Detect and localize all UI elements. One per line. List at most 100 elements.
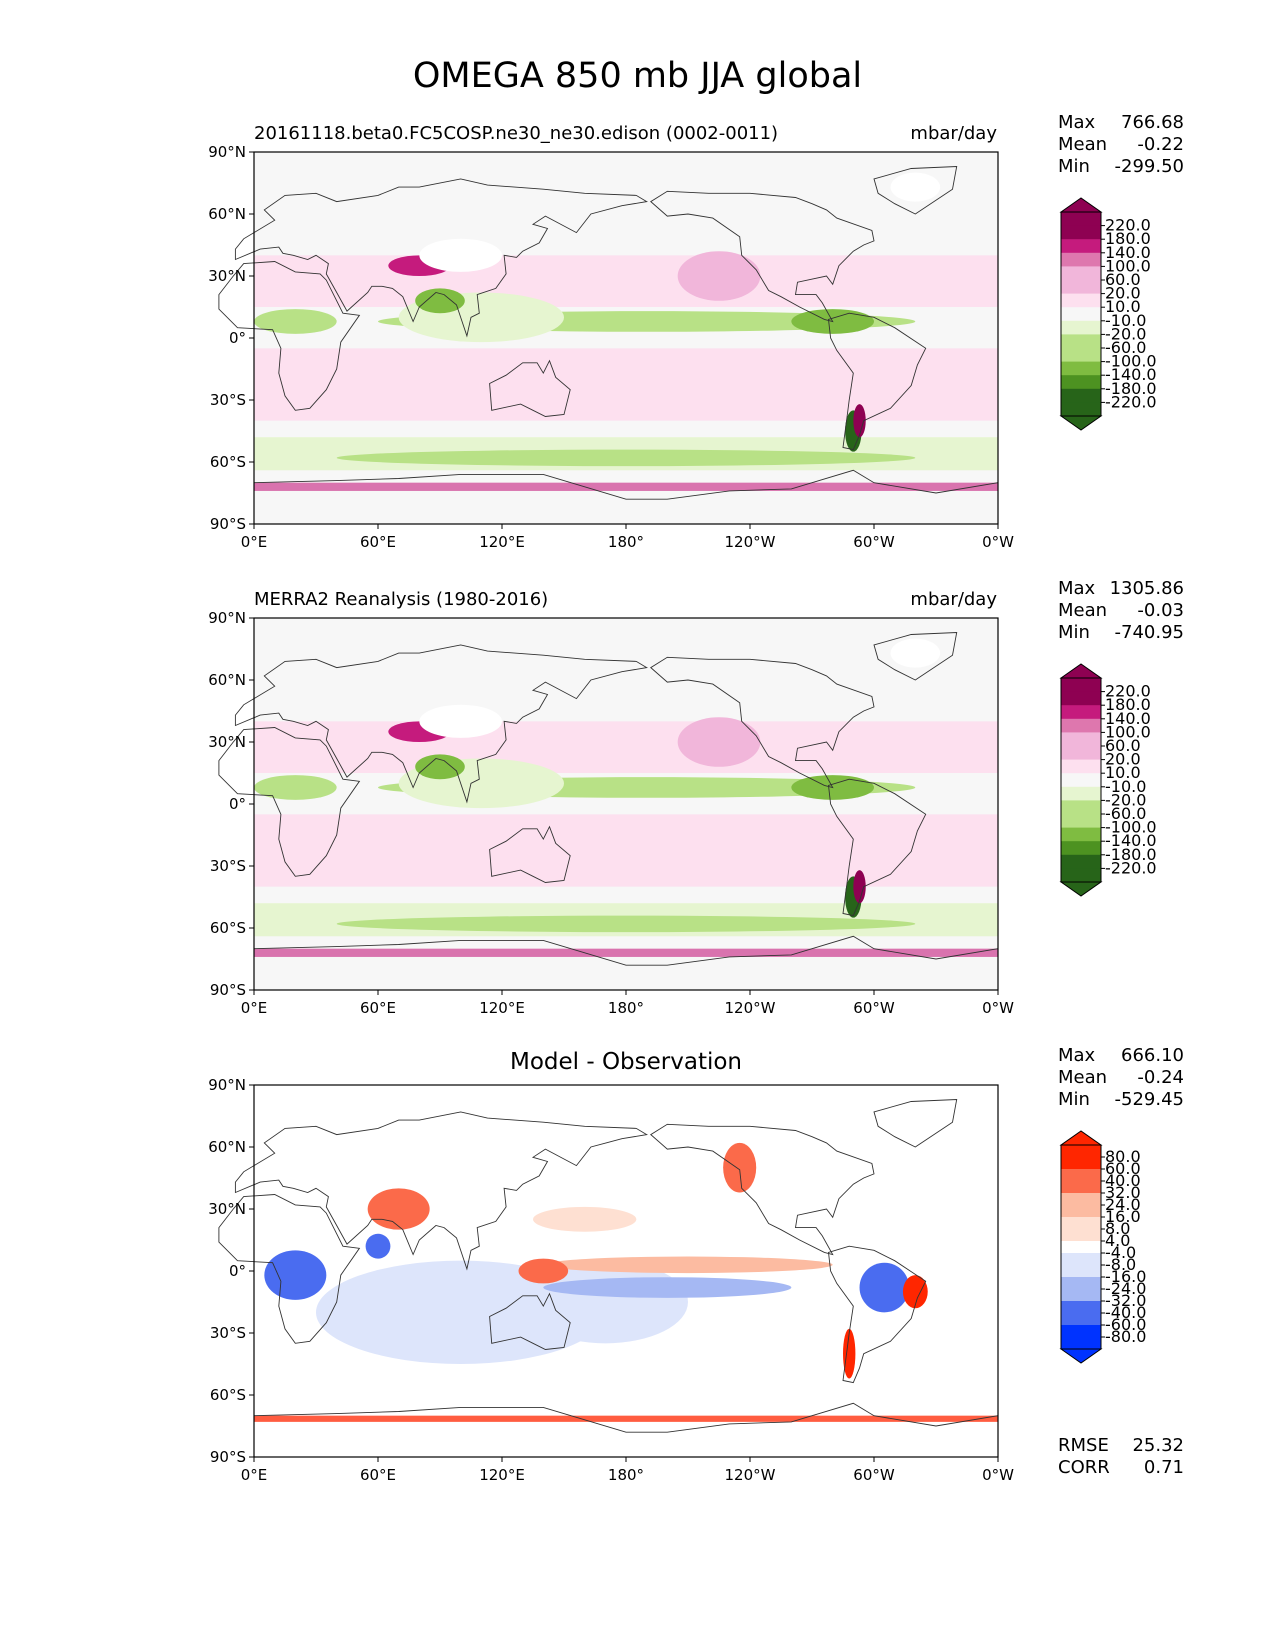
min-value: -299.50 [1114,156,1184,177]
colorbar-cell [1061,718,1101,733]
field-ne-pacific-descent [677,717,761,767]
field-band-nh-subtropics [254,721,998,773]
field-africa-neg [264,1250,327,1300]
x-tick-label: 0°E [241,999,268,1017]
max-value: 666.10 [1121,1045,1184,1066]
field-india-ascent [415,288,465,314]
x-tick-label: 120°E [479,533,525,551]
colorbar-extend-min [1059,881,1103,897]
colorbar-cell [1061,1205,1101,1218]
colorbar-cell [1061,1277,1101,1290]
field-band-nh-subtropics [254,255,998,307]
colorbar-label: -10.0 [1105,777,1146,796]
x-tick-label: 180° [608,533,644,551]
min-value: -740.95 [1114,622,1184,643]
colorbar: 220.0180.0140.0100.060.020.010.0-10.0-20… [1059,663,1157,897]
colorbar-label: -20.0 [1105,790,1146,809]
coastline-north-america [650,1123,875,1256]
x-tick-label: 180° [608,1466,644,1484]
colorbar-label: -220.0 [1105,858,1157,877]
field-band-sh-subtropics [254,348,998,421]
colorbar-cell [1061,868,1101,883]
colorbar-label: 180.0 [1105,229,1151,248]
colorbar: 220.0180.0140.0100.060.020.010.0-10.0-20… [1059,197,1157,431]
colorbar-extend-min [1059,415,1103,431]
rmse-value: 25.32 [1132,1435,1184,1456]
colorbar-cell [1061,252,1101,267]
max-label: Max [1058,112,1096,133]
colorbar-label: -10.0 [1105,311,1146,330]
colorbar-cell [1061,732,1101,747]
y-tick-label: 60°N [208,205,246,223]
colorbar-cell [1061,854,1101,869]
colorbar-cell [1061,1301,1101,1314]
colorbar-label: 220.0 [1105,682,1151,701]
field-antarctic-edge [254,948,998,957]
y-tick-label: 0° [229,1262,246,1280]
stats-box: Max 666.10 Mean -0.24 Min -529.45 [1058,1045,1184,1111]
colorbar-cell [1061,293,1101,308]
panel-model: 20161118.beta0.FC5COSP.ne30_ne30.edison … [0,112,1275,566]
map-plot: 90°N 60°N 30°N 0° 30°S 60°S 90°S0°E 60°E 120°E 18… [208,1076,1146,1484]
x-tick-label: 180° [608,999,644,1017]
colorbar-cell [1061,1217,1101,1230]
colorbar-cell [1061,1289,1101,1302]
colorbar-label: 8.0 [1105,1219,1130,1238]
mean-value: -0.22 [1137,134,1184,155]
colorbar-label: 10.0 [1105,763,1141,782]
field-sh-stormtrack-core [336,449,916,467]
figure-title: OMEGA 850 mb JJA global [412,56,863,96]
colorbar-label: -100.0 [1105,352,1157,371]
field-africa-ascent [254,309,337,334]
colorbar-label: 10.0 [1105,297,1141,316]
colorbar-cell [1061,375,1101,390]
colorbar-cell [1061,705,1101,720]
field-band-sh-subtropics [254,814,998,887]
field-ne-pacific-descent [677,251,761,301]
error-stats-box: RMSE 25.32 CORR 0.71 [1058,1435,1184,1479]
field-greenland-mask [890,172,941,202]
contour-field [254,1085,998,1457]
coastline-south-america [828,1245,927,1384]
colorbar-label: 4.0 [1105,1231,1130,1250]
field-brazil-pos [902,1275,928,1309]
x-tick-label: 0°W [982,533,1014,551]
colorbar-label: 140.0 [1105,709,1151,728]
colorbar-cell [1061,841,1101,856]
colorbar-label: 60.0 [1105,736,1141,755]
y-tick-label: 60°N [208,1138,246,1156]
colorbar-cell [1061,1265,1101,1278]
colorbar-label: -100.0 [1105,818,1157,837]
coastline-south-america [828,778,927,917]
colorbar-label: 60.0 [1105,1159,1141,1178]
colorbar: 80.060.040.032.024.016.08.04.0-4.0-8.0-1… [1059,1130,1146,1364]
colorbar-cell [1061,1337,1101,1350]
y-tick-label: 30°N [208,733,246,751]
colorbar-label: -80.0 [1105,1327,1146,1346]
x-tick-label: 120°E [479,999,525,1017]
colorbar-label: -4.0 [1105,1243,1136,1262]
colorbar-label: 20.0 [1105,750,1141,769]
colorbar-frame [1060,677,1102,883]
coastline-greenland [873,632,958,681]
colorbar-label: -60.0 [1105,338,1146,357]
colorbar-label: 60.0 [1105,270,1141,289]
colorbar-label: -24.0 [1105,1279,1146,1298]
x-tick-label: 60°W [853,999,895,1017]
field-spcz-neg [543,1277,792,1298]
colorbar-cell [1061,1157,1101,1170]
coastline-africa [218,1194,361,1344]
panel-observation: MERRA2 Reanalysis (1980-2016) mbar/day 9… [0,578,1275,1032]
colorbar-cell [1061,1241,1101,1254]
y-tick-label: 0° [229,795,246,813]
y-tick-label: 0° [229,329,246,347]
x-tick-label: 0°W [982,1466,1014,1484]
colorbar-cell [1061,786,1101,801]
colorbar-cell [1061,348,1101,363]
coastline-greenland [873,1099,958,1148]
mean-label: Mean [1058,134,1108,155]
y-tick-label: 30°N [208,1200,246,1218]
panel-difference: Model - Observation 90°N 60°N 30°N 0° 30°S 60… [0,1045,1275,1499]
max-value: 1305.86 [1109,578,1184,599]
y-tick-label: 90°S [210,981,246,999]
